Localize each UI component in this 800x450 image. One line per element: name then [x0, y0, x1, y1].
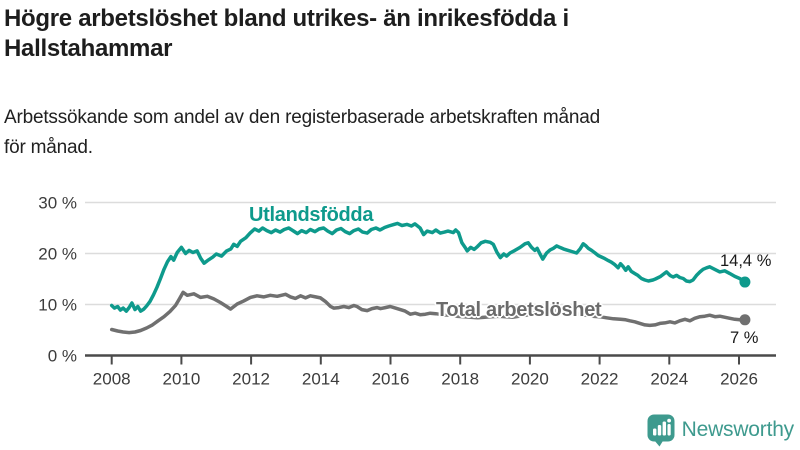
y-tick-label-30: 30 %: [38, 194, 77, 213]
bar-chart-speech-bubble-icon: [647, 414, 675, 447]
chart-title-line-1: Högre arbetslöshet bland utrikes- än inr…: [4, 5, 569, 32]
series-line-total: [109, 290, 747, 335]
x-tick-label-2024: 2024: [650, 370, 688, 389]
x-tick-label-2026: 2026: [720, 370, 758, 389]
series-label-total-arbetsloshet: Total arbetslöshet: [436, 299, 602, 321]
end-value-label-utlandsfodda: 14,4 %: [720, 252, 772, 270]
y-tick-label-20: 20 %: [38, 245, 77, 264]
x-tick-label-2014: 2014: [302, 370, 340, 389]
newsworthy-logo: Newsworthy: [646, 413, 794, 447]
x-tick-label-2020: 2020: [511, 370, 549, 389]
end-dot-utlandsfodda: [739, 276, 751, 288]
x-tick-label-2012: 2012: [232, 370, 270, 389]
chart-title: Högre arbetslöshet bland utrikes- än inr…: [4, 4, 794, 64]
x-tick-label-2016: 2016: [372, 370, 410, 389]
y-tick-label-10: 10 %: [38, 296, 77, 315]
series-line-utlandsfodda: [109, 221, 747, 313]
x-tick-label-2022: 2022: [581, 370, 619, 389]
x-tick-label-2018: 2018: [441, 370, 479, 389]
chart-subtitle: Arbetssökande som andel av den registerb…: [4, 103, 794, 163]
series-label-utlandsfodda: Utlandsfödda: [249, 204, 374, 226]
y-tick-label-0: 0 %: [48, 347, 77, 366]
newsworthy-logo-text: Newsworthy: [681, 418, 795, 441]
end-dot-total: [739, 314, 751, 326]
chart-subtitle-line-1: Arbetssökande som andel av den registerb…: [4, 107, 601, 128]
chart-subtitle-line-2: för månad.: [4, 137, 93, 158]
chart-title-line-2: Hallstahammar: [4, 35, 173, 62]
end-value-label-total: 7 %: [730, 329, 759, 347]
x-tick-label-2008: 2008: [93, 370, 131, 389]
x-tick-label-2010: 2010: [162, 370, 200, 389]
